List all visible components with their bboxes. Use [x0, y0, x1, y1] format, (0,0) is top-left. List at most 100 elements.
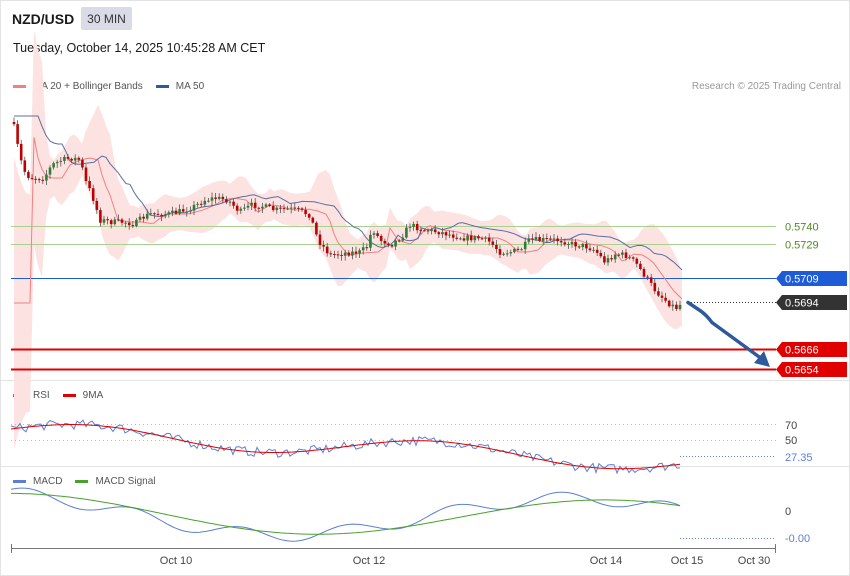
candle-body	[498, 249, 502, 255]
candle-body	[595, 249, 599, 253]
candle-body	[279, 207, 282, 209]
candle-body	[293, 207, 297, 209]
candle-body	[423, 230, 426, 232]
candle-body	[297, 207, 300, 209]
candle-body	[369, 234, 372, 248]
candle-body	[358, 250, 361, 254]
candle-body	[351, 251, 354, 256]
rsi-line	[10, 419, 681, 475]
candle-body	[235, 205, 239, 211]
macd-signal-line	[11, 492, 681, 535]
candle-body	[657, 291, 660, 296]
candle-body	[574, 241, 577, 247]
candle-body	[588, 248, 592, 251]
candle-body	[73, 157, 77, 161]
candle-body	[84, 167, 88, 181]
candle-body	[55, 161, 59, 164]
candle-body	[88, 180, 91, 189]
candle-body	[109, 220, 113, 225]
candle-body	[217, 196, 221, 199]
candle-body	[225, 199, 228, 203]
candle-body	[466, 235, 469, 241]
candle-body	[433, 229, 437, 233]
macd-signal-swatch	[75, 480, 89, 483]
candle-body	[95, 200, 99, 211]
candle-body	[163, 214, 167, 217]
candle-body	[513, 248, 516, 253]
candle-body	[448, 234, 451, 236]
candle-body	[304, 209, 307, 215]
candle-body	[613, 254, 617, 260]
candle-body	[45, 174, 48, 181]
candle-body	[282, 208, 286, 210]
candle-body	[250, 202, 253, 206]
level-label-tag	[776, 342, 847, 357]
candle-body	[477, 236, 480, 239]
candle-body	[372, 233, 376, 235]
macd-signal-legend-label: MACD Signal	[95, 476, 156, 487]
ma50-legend-label: MA 50	[175, 81, 205, 92]
candle-body	[585, 243, 588, 249]
candle-body	[649, 277, 653, 283]
x-tick-label: Oct 14	[590, 555, 622, 567]
candle-body	[437, 232, 441, 235]
candle-body	[318, 234, 322, 246]
x-tick-label: Oct 10	[160, 555, 192, 567]
candle-body	[239, 208, 243, 211]
candle-body	[77, 157, 81, 160]
candle-body	[549, 238, 552, 240]
candle-body	[635, 258, 639, 264]
candle-body	[63, 156, 66, 161]
candle-body	[397, 240, 401, 242]
macd-swatch	[13, 480, 26, 483]
credit-text: Research © 2025 Trading Central	[691, 81, 841, 92]
candle-body	[405, 227, 408, 238]
candle-body	[610, 258, 613, 260]
candle-body	[171, 210, 174, 213]
candle-body	[286, 208, 289, 210]
candle-body	[199, 203, 203, 205]
candle-body	[311, 217, 315, 223]
candle-body	[91, 188, 95, 201]
candle-body	[185, 211, 189, 213]
level-label: 0.5709	[785, 274, 819, 286]
candle-body	[142, 216, 145, 219]
timeframe-button[interactable]: 30 MIN	[81, 7, 132, 30]
rsi-ma-legend-label: 9MA	[82, 390, 104, 401]
candle-body	[642, 268, 646, 277]
candle-body	[131, 225, 135, 227]
candle-body	[66, 156, 70, 159]
candle-body	[646, 276, 649, 278]
candle-body	[214, 197, 217, 199]
candle-body	[264, 204, 268, 207]
candle-body	[246, 205, 250, 208]
candle-body	[149, 213, 153, 215]
bollinger-band	[14, 29, 682, 449]
candle-body	[451, 234, 455, 238]
candle-body	[70, 158, 73, 161]
candle-body	[361, 247, 365, 251]
candle-body	[325, 246, 329, 254]
level-label: 0.5740	[785, 222, 819, 234]
candle-body	[487, 237, 491, 242]
candle-body	[268, 204, 271, 206]
candle-body	[271, 205, 275, 211]
candle-body	[412, 223, 415, 227]
rsi-label-70: 70	[785, 420, 797, 432]
candle-body	[174, 210, 178, 214]
candle-body	[322, 245, 325, 247]
candle-body	[480, 238, 484, 240]
candle-body	[343, 252, 347, 256]
candle-body	[678, 304, 682, 310]
candle-body	[473, 236, 477, 241]
candle-body	[538, 237, 541, 241]
candle-body	[117, 219, 120, 221]
candle-body	[340, 254, 343, 256]
candle-body	[232, 201, 235, 206]
candle-body	[534, 237, 538, 240]
x-tick-label: Oct 12	[353, 555, 385, 567]
level-label-tag	[776, 271, 847, 286]
candle-body	[459, 238, 462, 240]
candle-body	[221, 196, 225, 200]
candle-body	[631, 257, 635, 259]
